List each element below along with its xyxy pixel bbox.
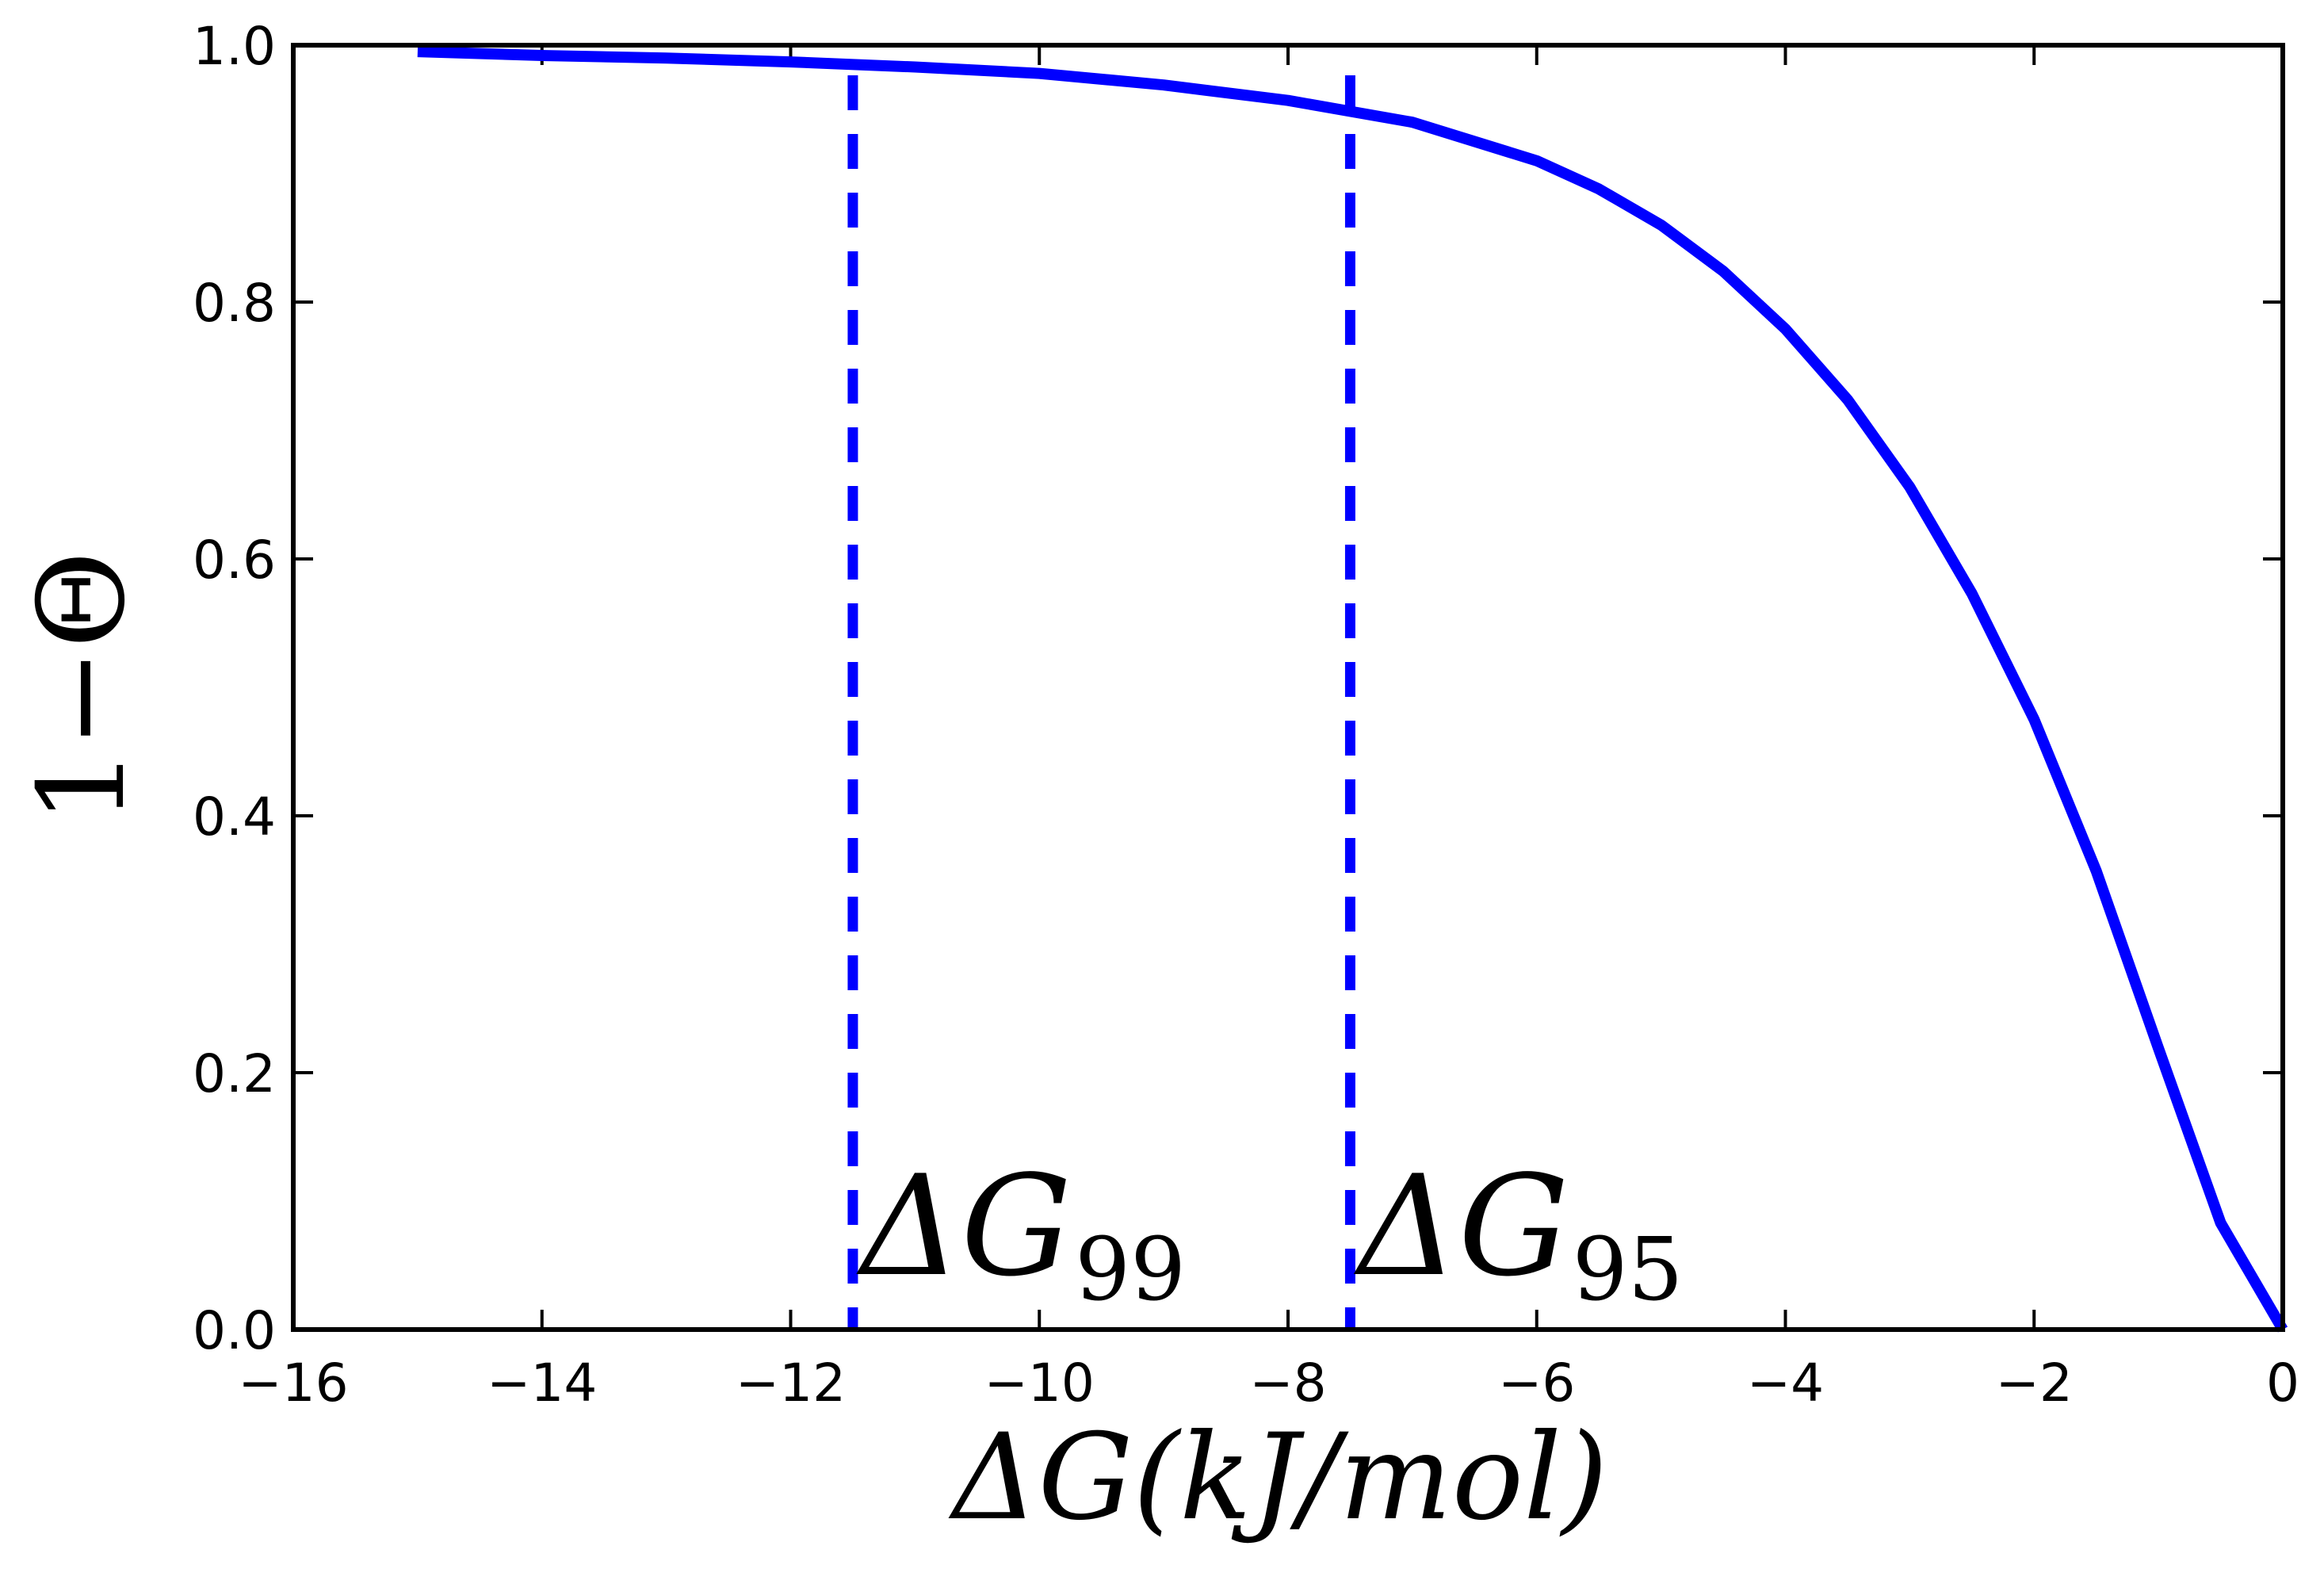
x-tick-label: −6 — [1498, 1353, 1575, 1414]
vline-label-delta: ΔG — [1353, 1146, 1569, 1307]
y-axis-label: 1−Θ — [13, 551, 151, 824]
vline-label-delta: ΔG — [856, 1146, 1072, 1307]
vline-label-dG95: ΔG95 — [1353, 1146, 1683, 1320]
x-tick-label: −14 — [487, 1353, 597, 1414]
x-tick-label: −10 — [984, 1353, 1095, 1414]
x-tick-label: −16 — [238, 1353, 348, 1414]
y-tick-label: 0.0 — [193, 1300, 276, 1361]
y-tick-label: 0.2 — [193, 1043, 276, 1104]
x-tick-label: −8 — [1249, 1353, 1326, 1414]
y-tick-label: 1.0 — [193, 16, 276, 77]
reference-lines — [847, 75, 1355, 1330]
series-line — [417, 46, 2288, 1333]
vline-label-subscript: 99 — [1075, 1219, 1186, 1320]
vline-label-subscript: 95 — [1573, 1219, 1684, 1320]
x-tick-label: −12 — [736, 1353, 846, 1414]
x-axis-label: ΔG(kJ/mol) — [948, 1409, 1607, 1547]
plot-frame — [291, 43, 2285, 1332]
vline-label-dG99: ΔG99 — [856, 1146, 1186, 1320]
y-tick-label: 0.6 — [193, 530, 276, 591]
x-tick-label: −4 — [1747, 1353, 1824, 1414]
x-tick-label: −2 — [1996, 1353, 2073, 1414]
x-tick-label: 0 — [2266, 1353, 2299, 1414]
y-tick-label: 0.4 — [193, 786, 276, 848]
series — [417, 46, 2288, 1333]
y-tick-label: 0.8 — [193, 273, 276, 334]
ticks: −16 −14 −12 −10 −8 −6 −4 −2 0 0.0 0.2 0.4 0.6 0.8 1.0 — [193, 16, 2299, 1414]
